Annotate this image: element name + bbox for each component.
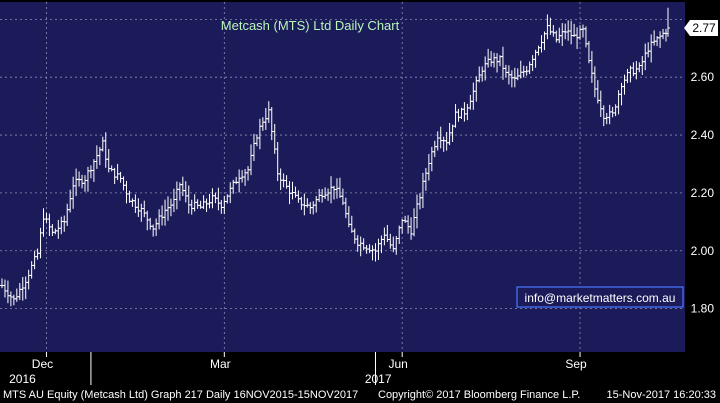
footer-middle: Copyright© 2017 Bloomberg Finance L.P. xyxy=(378,389,580,401)
y-axis-ticks: 1.80 2.00 2.20 2.40 2.60 xyxy=(691,70,715,315)
x-tick-label: Sep xyxy=(565,357,587,371)
x-tick-label: Dec xyxy=(32,357,53,371)
footer: MTS AU Equity (Metcash Ltd) Graph 217 Da… xyxy=(3,389,716,401)
last-price-box xyxy=(684,20,718,37)
watermark-box xyxy=(516,286,684,308)
watermark-text: info@marketmatters.com.au xyxy=(525,291,676,305)
footer-left: MTS AU Equity (Metcash Ltd) Graph 217 Da… xyxy=(3,389,358,401)
y-tick-label: 2.00 xyxy=(691,244,715,258)
watermark: info@marketmatters.com.au xyxy=(516,286,684,308)
footer-right: 15-Nov-2017 16:20:33 xyxy=(607,389,716,401)
y-tick-label: 2.40 xyxy=(691,128,715,142)
chart-title: Metcash (MTS) Ltd Daily Chart xyxy=(221,18,400,33)
ohlc-bar xyxy=(667,7,670,37)
x-year-label: 2016 xyxy=(9,372,36,386)
last-price-label: 2.77 xyxy=(692,21,716,35)
last-price-marker: 2.77 xyxy=(684,20,718,37)
y-tick-label: 2.20 xyxy=(691,186,715,200)
ohlc-bars xyxy=(0,7,670,307)
x-tick-label: Jun xyxy=(388,357,407,371)
y-tick-label: 2.60 xyxy=(691,70,715,84)
x-year-label: 2017 xyxy=(365,372,392,386)
grid-lines xyxy=(0,2,685,352)
y-tick-label: 1.80 xyxy=(691,302,715,316)
x-tick-label: Mar xyxy=(210,357,231,371)
